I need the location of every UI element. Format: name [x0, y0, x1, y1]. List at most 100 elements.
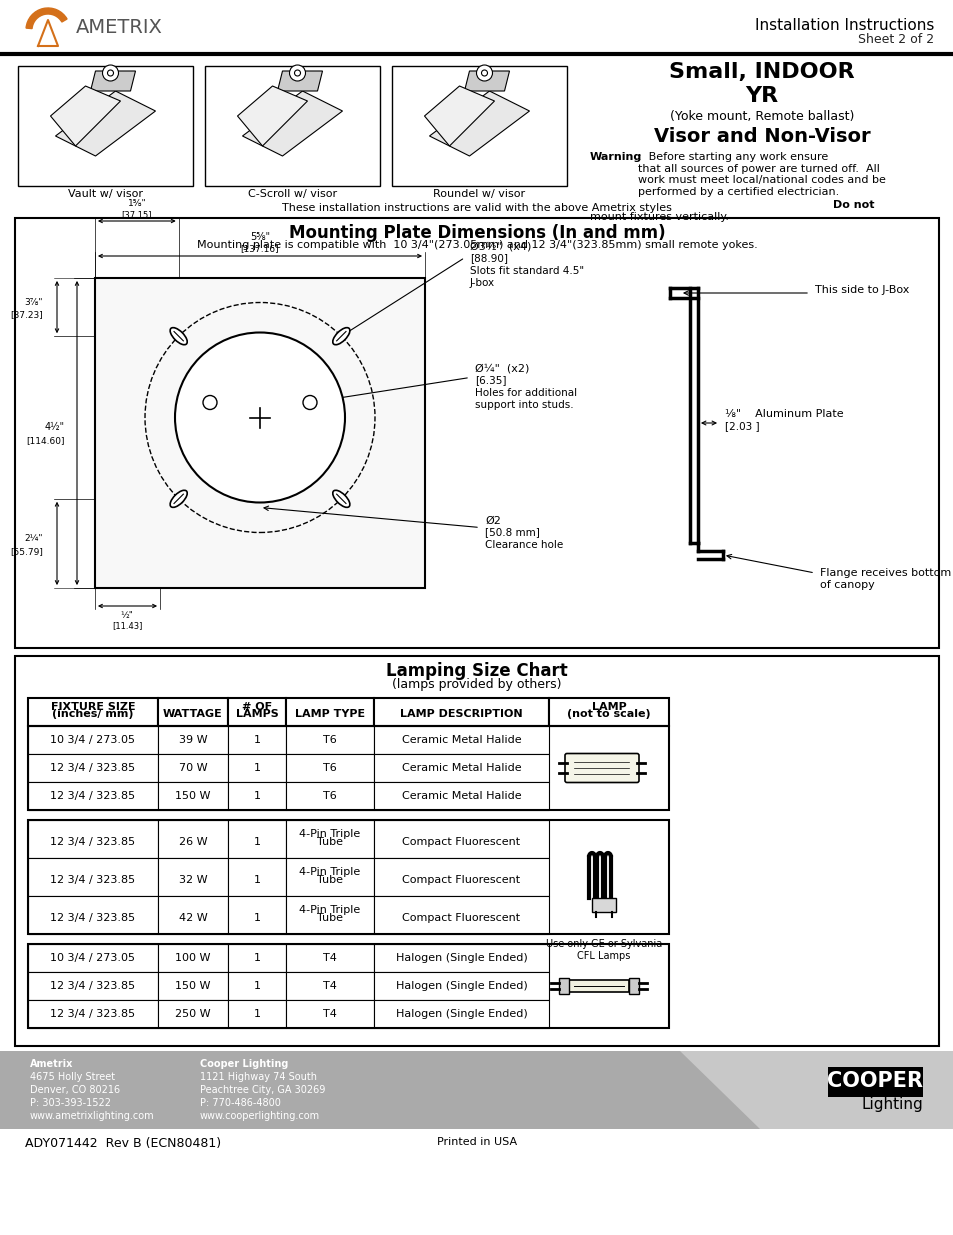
Text: Peachtree City, GA 30269: Peachtree City, GA 30269	[200, 1086, 325, 1095]
Bar	[28, 820, 158, 858]
Text: 1: 1	[253, 1009, 260, 1019]
Text: ½": ½"	[120, 610, 133, 619]
Text: (inches/ mm): (inches/ mm)	[52, 709, 133, 719]
Text: ADY071442  Rev B (ECN80481): ADY071442 Rev B (ECN80481)	[25, 1137, 221, 1150]
Text: [6.35]: [6.35]	[475, 375, 506, 385]
Text: (Yoke mount, Remote ballast): (Yoke mount, Remote ballast)	[669, 110, 853, 124]
Text: T6: T6	[323, 790, 336, 802]
Circle shape	[289, 65, 305, 82]
Text: [50.8 mm]: [50.8 mm]	[484, 527, 539, 537]
Bar	[558, 978, 568, 994]
Bar	[592, 898, 616, 911]
Bar	[158, 858, 228, 897]
Text: Mounting plate is compatible with  10 3/4"(273.05mm) and 12 3/4"(323.85mm) small: Mounting plate is compatible with 10 3/4…	[196, 240, 757, 249]
Bar	[205, 65, 379, 186]
Ellipse shape	[333, 327, 350, 345]
Circle shape	[294, 70, 300, 77]
Text: 10 3/4 / 273.05: 10 3/4 / 273.05	[51, 953, 135, 963]
Bar	[158, 820, 228, 858]
Bar	[158, 897, 228, 934]
Text: (not to scale): (not to scale)	[567, 709, 650, 719]
Text: These installation instructions are valid with the above Ametrix styles: These installation instructions are vali…	[282, 203, 671, 212]
Text: 39 W: 39 W	[178, 735, 207, 745]
Text: 12 3/4 / 323.85: 12 3/4 / 323.85	[51, 763, 135, 773]
Text: Tube: Tube	[316, 913, 343, 923]
Text: Tube: Tube	[316, 837, 343, 847]
Text: 150 W: 150 W	[175, 981, 211, 990]
Polygon shape	[242, 91, 342, 156]
Bar	[374, 782, 548, 810]
Text: Ø2: Ø2	[484, 515, 500, 526]
Text: Installation Instructions: Installation Instructions	[754, 19, 933, 33]
Bar	[15, 656, 938, 1046]
Text: 42 W: 42 W	[178, 913, 207, 923]
Text: Tube: Tube	[316, 876, 343, 885]
Text: 1: 1	[253, 953, 260, 963]
Bar	[286, 782, 374, 810]
Bar	[548, 698, 668, 726]
Bar	[827, 1067, 923, 1097]
FancyBboxPatch shape	[564, 753, 639, 783]
Text: [88.90]: [88.90]	[470, 253, 507, 263]
Text: Warning: Warning	[589, 152, 641, 162]
Text: Ceramic Metal Halide: Ceramic Metal Halide	[401, 790, 520, 802]
Text: :  Before starting any work ensure
that all sources of power are turned off.  Al: : Before starting any work ensure that a…	[638, 152, 885, 196]
Bar	[286, 944, 374, 972]
Text: 1: 1	[253, 763, 260, 773]
Text: 32 W: 32 W	[178, 876, 207, 885]
Bar	[18, 65, 193, 186]
Text: support into studs.: support into studs.	[475, 399, 573, 410]
Text: Holes for additional: Holes for additional	[475, 388, 577, 398]
Polygon shape	[679, 1051, 953, 1129]
Bar	[28, 755, 158, 782]
Text: 1⅝": 1⅝"	[128, 199, 146, 207]
Text: 1: 1	[253, 837, 260, 847]
Bar	[286, 820, 374, 858]
Text: Ø3½"  (x4): Ø3½" (x4)	[470, 242, 531, 252]
Text: 5⅝": 5⅝"	[250, 232, 270, 242]
Text: FIXTURE SIZE: FIXTURE SIZE	[51, 701, 135, 713]
Bar	[158, 755, 228, 782]
Text: 12 3/4 / 323.85: 12 3/4 / 323.85	[51, 876, 135, 885]
Circle shape	[108, 70, 113, 77]
Text: 4½": 4½"	[45, 422, 65, 432]
Text: Slots fit standard 4.5": Slots fit standard 4.5"	[470, 266, 583, 275]
Text: 1: 1	[253, 735, 260, 745]
Text: Halogen (Single Ended): Halogen (Single Ended)	[395, 1009, 527, 1019]
Text: Ø¼"  (x2): Ø¼" (x2)	[475, 363, 529, 373]
Bar	[158, 972, 228, 1000]
Text: 12 3/4 / 323.85: 12 3/4 / 323.85	[51, 981, 135, 990]
Text: Flange receives bottom: Flange receives bottom	[820, 568, 950, 578]
Text: [11.43]: [11.43]	[112, 621, 142, 630]
Text: 4-Pin Triple: 4-Pin Triple	[299, 829, 360, 839]
Text: [2.03 ]: [2.03 ]	[724, 421, 759, 431]
Text: Do not: Do not	[832, 200, 874, 210]
Text: T6: T6	[323, 735, 336, 745]
Bar	[28, 726, 158, 755]
Circle shape	[174, 332, 345, 503]
Bar	[228, 944, 286, 972]
Bar	[158, 782, 228, 810]
Text: P: 770-486-4800: P: 770-486-4800	[200, 1098, 280, 1108]
Bar	[228, 972, 286, 1000]
Text: Ceramic Metal Halide: Ceramic Metal Halide	[401, 735, 520, 745]
Text: YR: YR	[744, 86, 778, 106]
Text: [137.16]: [137.16]	[240, 245, 279, 253]
Bar	[28, 782, 158, 810]
Bar	[95, 278, 424, 588]
Text: 12 3/4 / 323.85: 12 3/4 / 323.85	[51, 913, 135, 923]
Polygon shape	[424, 86, 494, 146]
Text: P: 303-393-1522: P: 303-393-1522	[30, 1098, 111, 1108]
Bar	[158, 698, 228, 726]
Text: Lamping Size Chart: Lamping Size Chart	[386, 662, 567, 680]
Text: of canopy: of canopy	[820, 580, 874, 590]
Bar	[286, 972, 374, 1000]
Bar	[228, 897, 286, 934]
Text: Denver, CO 80216: Denver, CO 80216	[30, 1086, 120, 1095]
Text: T6: T6	[323, 763, 336, 773]
Text: 150 W: 150 W	[175, 790, 211, 802]
Text: Compact Fluorescent: Compact Fluorescent	[402, 876, 520, 885]
Ellipse shape	[170, 490, 187, 508]
Bar	[374, 944, 548, 972]
Text: Compact Fluorescent: Compact Fluorescent	[402, 913, 520, 923]
